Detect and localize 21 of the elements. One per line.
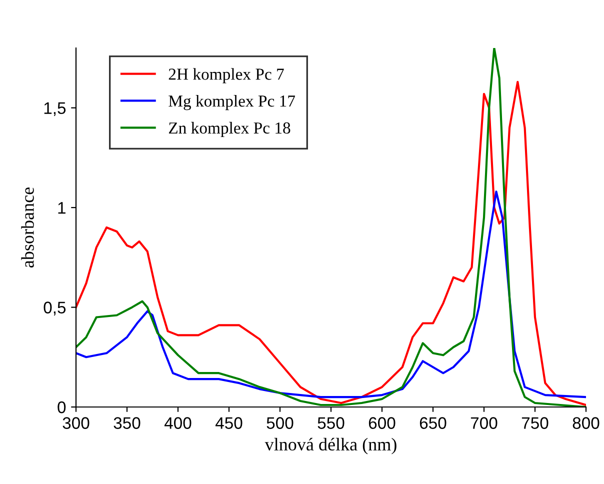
line-series bbox=[76, 190, 586, 398]
x-tick-label: 750 bbox=[522, 417, 548, 429]
x-tick-label: 350 bbox=[114, 417, 140, 429]
x-tick-label: 650 bbox=[420, 417, 446, 429]
x-tick-label: 550 bbox=[318, 417, 344, 429]
y-tick-label: 0,5 bbox=[44, 302, 66, 316]
x-tick-label: 800 bbox=[572, 417, 600, 429]
y-tick-label: 1,5 bbox=[44, 102, 66, 116]
legend-label: Zn komplex Pc 18 bbox=[168, 122, 290, 138]
x-tick-label: 600 bbox=[368, 417, 396, 429]
x-axis-title: vlnová délka (nm) bbox=[264, 438, 396, 454]
x-tick-label: 500 bbox=[266, 417, 294, 429]
x-tick-label: 300 bbox=[62, 417, 90, 429]
y-axis-title: absorbance bbox=[21, 188, 34, 268]
legend-label: 2H komplex Pc 7 bbox=[168, 68, 284, 84]
x-tick-label: 450 bbox=[215, 417, 242, 429]
y-tick-label: 1 bbox=[58, 202, 66, 214]
legend-label: Mg komplex Pc 17 bbox=[168, 94, 295, 110]
x-tick-label: 400 bbox=[164, 417, 192, 429]
y-tick-label: 0 bbox=[58, 401, 66, 414]
x-tick-label: 700 bbox=[470, 417, 498, 429]
